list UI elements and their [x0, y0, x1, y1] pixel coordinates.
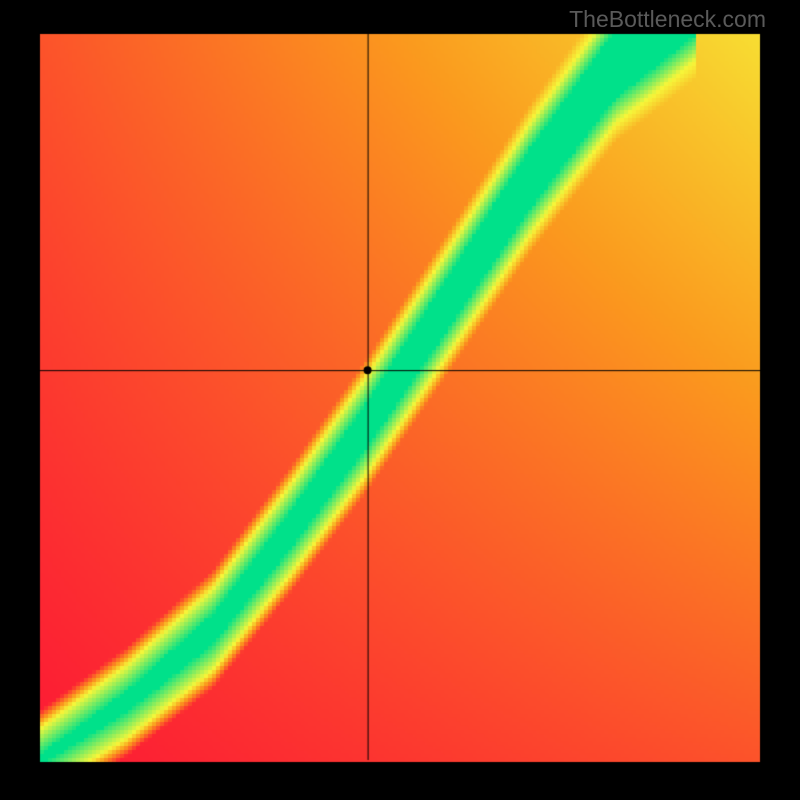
watermark-text: TheBottleneck.com — [569, 6, 766, 33]
bottleneck-heatmap — [0, 0, 800, 800]
chart-container: TheBottleneck.com — [0, 0, 800, 800]
